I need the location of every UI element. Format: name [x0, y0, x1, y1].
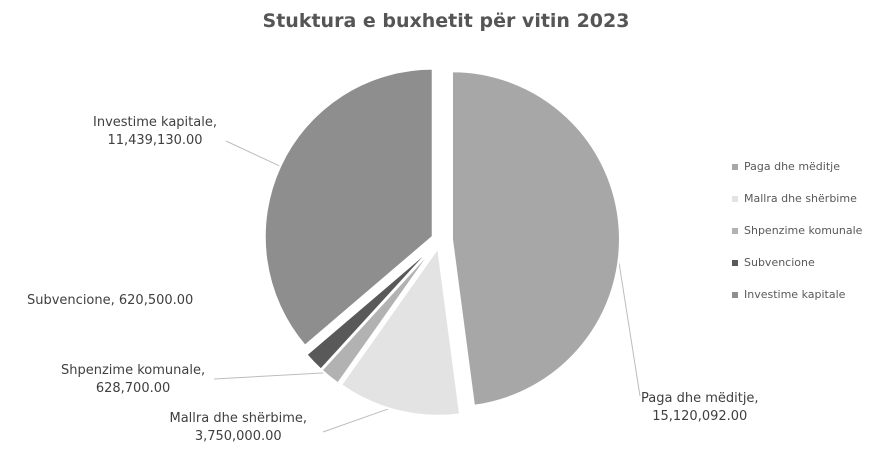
legend-label-0: Paga dhe mëditje — [744, 160, 840, 173]
data-label-0-line-0: Paga dhe mëditje, — [641, 391, 759, 406]
legend-swatch-0 — [732, 163, 738, 170]
legend-swatch-3 — [732, 259, 738, 266]
data-label-1-line-1: 3,750,000.00 — [194, 429, 282, 444]
legend-swatch-2 — [732, 227, 738, 234]
legend-label-1: Mallra dhe shërbime — [744, 192, 857, 205]
leader-line-2 — [213, 371, 334, 380]
data-label-1: Mallra dhe shërbime, 3,750,000.00 — [170, 410, 307, 446]
pie-slice-1 — [339, 245, 462, 417]
legend-item-4: Investime kapitale — [732, 284, 862, 305]
data-label-3-line-0: Subvencione, 620,500.00 — [27, 293, 194, 308]
data-label-3: Subvencione, 620,500.00 — [27, 292, 193, 310]
data-label-4-line-0: Investime kapitale, — [93, 115, 217, 130]
pie-slice-3 — [305, 244, 435, 371]
data-label-2: Shpenzime komunale, 628,700.00 — [61, 362, 205, 398]
data-label-2-line-0: Shpenzime komunale, — [61, 363, 206, 378]
legend-item-2: Shpenzime komunale — [732, 220, 862, 241]
legend-label-3: Subvencione — [744, 256, 815, 269]
chart-title: Stuktura e buxhetit për vitin 2023 — [262, 10, 630, 32]
legend-item-1: Mallra dhe shërbime — [732, 188, 862, 209]
legend-item-0: Paga dhe mëditje — [732, 156, 862, 177]
leader-line-4 — [225, 140, 286, 170]
data-label-4-line-1: 11,439,130.00 — [107, 133, 203, 148]
leader-line-1 — [322, 404, 400, 433]
data-label-2-line-1: 628,700.00 — [95, 381, 171, 396]
pie-slice-0 — [450, 70, 621, 407]
data-label-0: Paga dhe mëditje, 15,120,092.00 — [641, 390, 759, 426]
legend-label-4: Investime kapitale — [744, 288, 846, 301]
pie-slice-2 — [320, 245, 436, 385]
legend-label-2: Shpenzime komunale — [744, 224, 863, 237]
data-label-1-line-0: Mallra dhe shërbime, — [169, 411, 307, 426]
data-label-0-line-1: 15,120,092.00 — [652, 409, 748, 424]
data-label-4: Investime kapitale, 11,439,130.00 — [93, 114, 217, 150]
chart-legend: Paga dhe mëditje Mallra dhe shërbime Shpen… — [732, 156, 862, 316]
pie-slice-4 — [263, 67, 434, 348]
legend-swatch-1 — [732, 195, 738, 202]
legend-swatch-4 — [732, 291, 738, 298]
legend-item-3: Subvencione — [732, 252, 862, 273]
